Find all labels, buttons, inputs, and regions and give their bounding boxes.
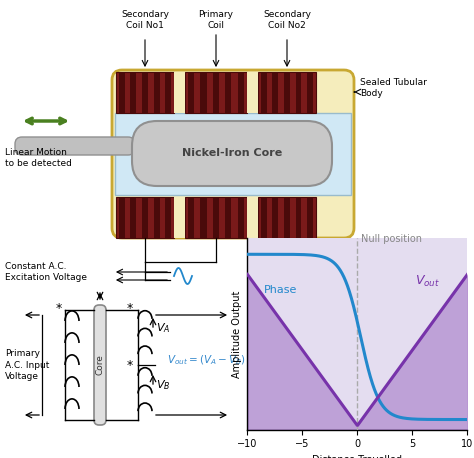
Text: Nickel-Iron Core: Nickel-Iron Core <box>182 148 282 158</box>
Bar <box>225 197 231 238</box>
FancyBboxPatch shape <box>94 305 106 425</box>
Bar <box>307 197 313 238</box>
Bar <box>115 113 351 195</box>
Bar <box>142 72 148 113</box>
Bar <box>225 72 231 113</box>
Text: Linear Motion
to be detected: Linear Motion to be detected <box>5 148 72 168</box>
Bar <box>165 72 171 113</box>
Text: Secondary
Coil No1: Secondary Coil No1 <box>121 10 169 30</box>
Bar <box>247 197 258 238</box>
Text: *: * <box>127 359 133 372</box>
Bar <box>296 72 301 113</box>
Bar <box>185 72 247 113</box>
Bar <box>273 72 278 113</box>
Bar <box>213 72 219 113</box>
Text: Phase: Phase <box>264 284 297 294</box>
Bar <box>284 197 290 238</box>
Text: $V_B$: $V_B$ <box>156 378 171 392</box>
Bar <box>188 72 194 113</box>
Bar <box>201 197 207 238</box>
Text: *: * <box>127 302 133 315</box>
Text: Difference Voltage: Difference Voltage <box>360 245 444 255</box>
Text: $V_{out} = (V_A - V_B)$: $V_{out} = (V_A - V_B)$ <box>167 353 246 367</box>
Bar <box>116 72 174 113</box>
X-axis label: Distance Travelled: Distance Travelled <box>312 455 402 458</box>
Bar <box>247 72 258 113</box>
Text: $V_{out}$: $V_{out}$ <box>415 273 440 289</box>
Bar <box>188 197 194 238</box>
Bar <box>165 197 171 238</box>
Text: sec1: sec1 <box>400 258 416 264</box>
Bar <box>174 197 185 238</box>
Text: Primary
Coil: Primary Coil <box>199 10 234 30</box>
Bar <box>296 197 301 238</box>
Bar <box>119 72 125 113</box>
Bar <box>116 197 174 238</box>
Text: Constant A.C.
Excitation Voltage: Constant A.C. Excitation Voltage <box>5 262 87 282</box>
Bar <box>284 72 290 113</box>
Bar <box>307 72 313 113</box>
Bar <box>258 197 316 238</box>
Bar <box>174 72 185 113</box>
Bar <box>258 72 316 113</box>
Text: *: * <box>56 302 62 315</box>
Bar <box>237 197 244 238</box>
Text: Output (V: Output (V <box>360 255 404 263</box>
Bar <box>130 72 137 113</box>
Bar <box>261 72 267 113</box>
Bar <box>185 197 247 238</box>
Text: Core: Core <box>95 354 104 376</box>
Bar <box>261 197 267 238</box>
Text: sec2: sec2 <box>424 258 440 264</box>
FancyBboxPatch shape <box>132 121 332 186</box>
Bar <box>119 197 125 238</box>
Text: Secondary
Coil No2: Secondary Coil No2 <box>263 10 311 30</box>
FancyBboxPatch shape <box>112 70 354 238</box>
FancyBboxPatch shape <box>15 137 135 155</box>
Text: ): ) <box>435 255 438 263</box>
Bar <box>130 197 137 238</box>
Bar <box>237 72 244 113</box>
Text: $V_A$: $V_A$ <box>156 321 170 335</box>
Bar <box>201 72 207 113</box>
Text: – V: – V <box>411 255 428 263</box>
Bar <box>154 72 159 113</box>
Bar <box>213 197 219 238</box>
Bar <box>273 197 278 238</box>
Y-axis label: Amplitude Output: Amplitude Output <box>232 290 242 377</box>
Text: Sealed Tubular
Body: Sealed Tubular Body <box>360 78 427 98</box>
Bar <box>154 197 159 238</box>
Text: Null position: Null position <box>361 234 422 244</box>
Text: Primary
A.C. Input
Voltage: Primary A.C. Input Voltage <box>5 349 49 381</box>
Bar <box>142 197 148 238</box>
